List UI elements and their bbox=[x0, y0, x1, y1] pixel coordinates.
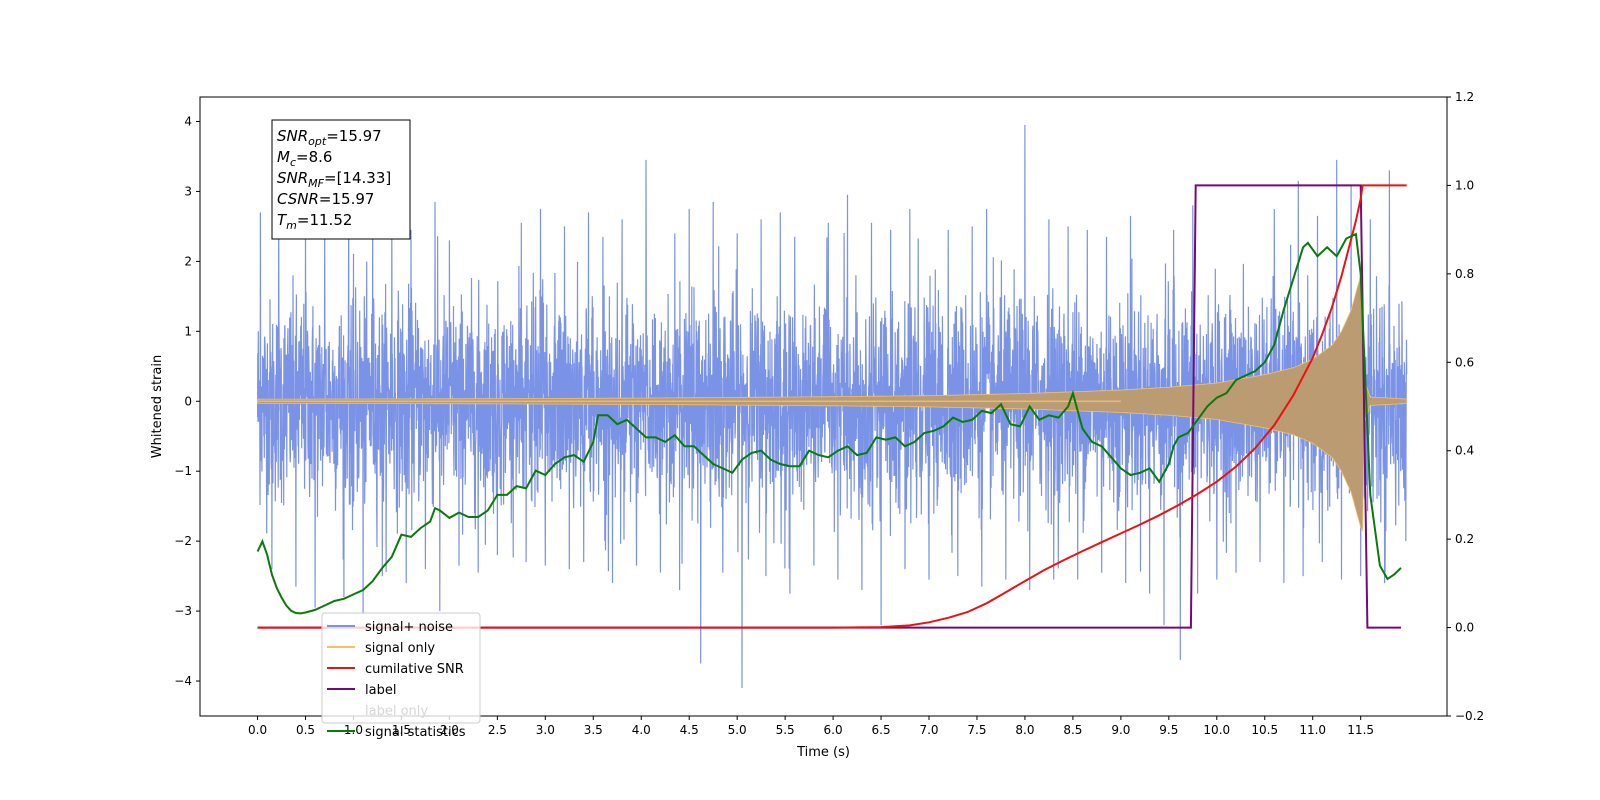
series-signal-statistics bbox=[256, 232, 1402, 615]
info-symbol: T bbox=[277, 211, 288, 229]
legend-label: signal statistics bbox=[365, 725, 466, 740]
y-tick-label: 2 bbox=[184, 254, 192, 268]
x-tick-label: 5.0 bbox=[728, 723, 747, 737]
x-tick-label: 7.0 bbox=[919, 723, 938, 737]
y2-tick-label: 1.0 bbox=[1455, 178, 1474, 192]
x-tick-label: 10.5 bbox=[1251, 723, 1278, 737]
info-line: SNRMF=[14.33] bbox=[277, 169, 391, 190]
info-line: SNRopt=15.97 bbox=[277, 127, 382, 148]
y2-tick-label: 0.6 bbox=[1455, 355, 1474, 369]
y-tick-label: −4 bbox=[174, 674, 192, 688]
y-tick-label: −3 bbox=[174, 604, 192, 618]
y-tick-label: 3 bbox=[184, 184, 192, 198]
x-tick-label: 2.0 bbox=[440, 723, 459, 737]
y2-tick-label: 1.2 bbox=[1455, 90, 1474, 104]
x-tick-label: 10.0 bbox=[1203, 723, 1230, 737]
y-tick-label: 1 bbox=[184, 324, 192, 338]
x-tick-label: 0.5 bbox=[296, 723, 315, 737]
x-tick-label: 2.5 bbox=[488, 723, 507, 737]
series-signal-noise bbox=[257, 124, 1408, 689]
info-value: =8.6 bbox=[296, 148, 332, 166]
info-subscript: m bbox=[286, 219, 297, 232]
x-tick-label: 4.5 bbox=[680, 723, 699, 737]
info-subscript: c bbox=[290, 156, 296, 169]
plot-area bbox=[256, 124, 1408, 689]
x-tick-label: 3.0 bbox=[536, 723, 555, 737]
x-tick-label: 8.0 bbox=[1015, 723, 1034, 737]
x-tick-label: 11.0 bbox=[1299, 723, 1326, 737]
plot-frame bbox=[199, 96, 1448, 717]
legend: signal+ noise signal only cumilative SNR la… bbox=[321, 612, 481, 740]
info-value: =15.97 bbox=[319, 190, 375, 208]
info-box-frame bbox=[271, 119, 411, 240]
info-value: =11.52 bbox=[297, 211, 353, 229]
legend-label: label only bbox=[365, 704, 428, 719]
legend-label: signal only bbox=[365, 641, 435, 656]
legend-label: label bbox=[365, 683, 396, 698]
info-line: Mc=8.6 bbox=[277, 148, 332, 169]
info-subscript: opt bbox=[308, 135, 327, 148]
x-tick-label: 3.5 bbox=[584, 723, 603, 737]
series-label bbox=[257, 184, 1401, 629]
info-value: =15.97 bbox=[326, 127, 382, 145]
series-cumulative-snr bbox=[257, 184, 1407, 629]
x-tick-label: 6.0 bbox=[824, 723, 843, 737]
axes: 0.0 0.5 1.0 1.5 2.0 2.5 3.0 3.5 4.0 4.5 5.0 5.5 6.0 6… bbox=[150, 90, 1484, 760]
x-tick-label: 1.5 bbox=[392, 723, 411, 737]
info-line: Tm=11.52 bbox=[277, 211, 352, 232]
x-tick-label: 7.5 bbox=[967, 723, 986, 737]
legend-label: cumilative SNR bbox=[365, 662, 464, 677]
info-box: SNRopt=15.97Mc=8.6SNRMF=[14.33]CSNR=15.9… bbox=[271, 119, 411, 240]
info-symbol: CSNR bbox=[277, 190, 319, 208]
x-tick-label: 9.0 bbox=[1111, 723, 1130, 737]
x-tick-label: 0.0 bbox=[248, 723, 267, 737]
legend-frame bbox=[321, 612, 481, 724]
y-tick-label: 4 bbox=[184, 114, 192, 128]
x-tick-label: 9.5 bbox=[1159, 723, 1178, 737]
y-axis-label: Whitened strain bbox=[150, 355, 165, 458]
info-symbol: M bbox=[277, 148, 290, 166]
y-tick-label: −2 bbox=[174, 534, 192, 548]
x-tick-label: 4.0 bbox=[632, 723, 651, 737]
y2-tick-label: 0.0 bbox=[1455, 621, 1474, 635]
info-value: =[14.33] bbox=[324, 169, 391, 187]
y2-tick-label: −0.2 bbox=[1455, 709, 1484, 723]
y2-tick-label: 0.8 bbox=[1455, 267, 1474, 281]
info-line: CSNR=15.97 bbox=[277, 190, 374, 208]
y2-tick-label: 0.4 bbox=[1455, 444, 1474, 458]
info-symbol: SNR bbox=[277, 127, 308, 145]
legend-label: signal+ noise bbox=[365, 620, 453, 635]
info-symbol: SNR bbox=[277, 169, 308, 187]
x-tick-label: 11.5 bbox=[1347, 723, 1374, 737]
y2-tick-label: 0.2 bbox=[1455, 532, 1474, 546]
y-tick-label: 0 bbox=[184, 394, 192, 408]
x-tick-label: 8.5 bbox=[1063, 723, 1082, 737]
x-tick-label: 6.5 bbox=[872, 723, 891, 737]
y-tick-label: −1 bbox=[174, 464, 192, 478]
x-tick-label: 5.5 bbox=[776, 723, 795, 737]
x-axis-label: Time (s) bbox=[796, 745, 850, 760]
info-subscript: MF bbox=[308, 177, 324, 190]
